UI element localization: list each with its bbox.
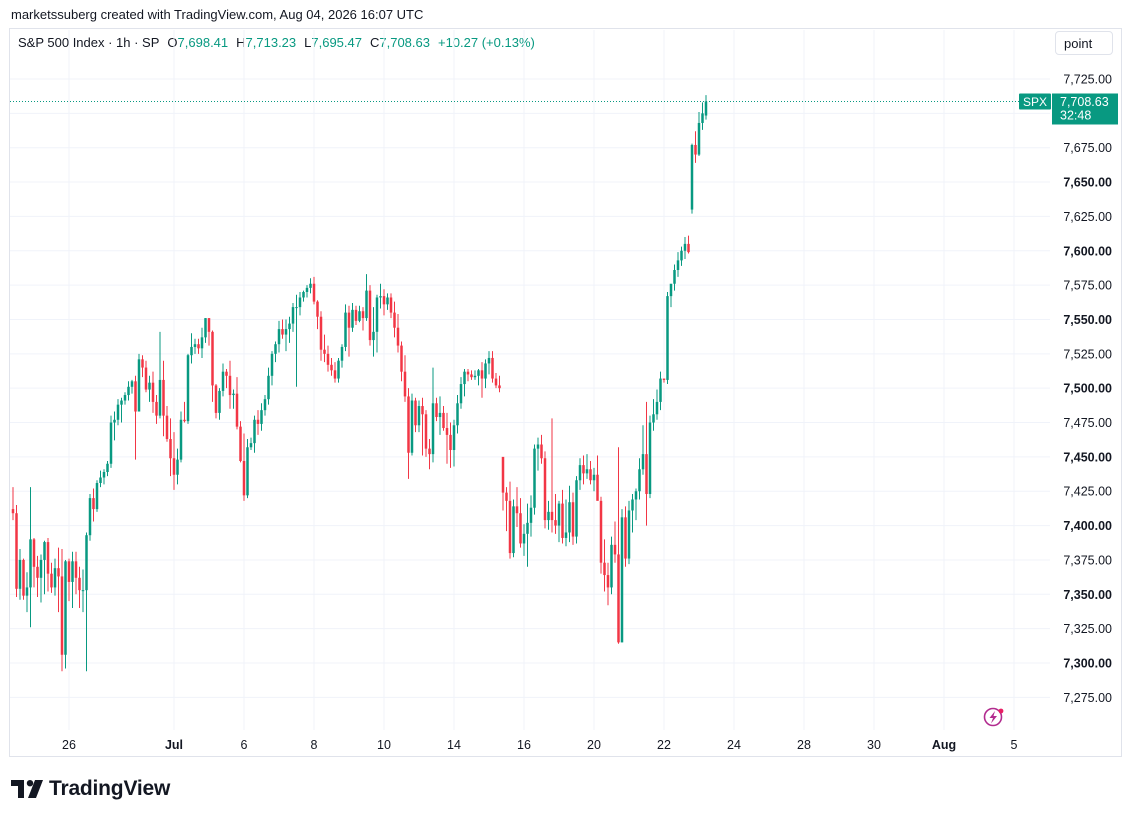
open-label: O <box>167 35 178 50</box>
low-label: L <box>304 35 312 50</box>
open-value: 7,698.41 <box>177 35 229 50</box>
high-value: 7,713.23 <box>245 35 297 50</box>
change-value: +10.27 (+0.13%) <box>437 35 535 50</box>
tradingview-brand[interactable]: TradingView <box>11 776 170 802</box>
ohlc-legend: S&P 500 Index · 1h · SP O7,698.41 H7,713.2… <box>18 35 535 50</box>
close-value: 7,708.63 <box>379 35 430 50</box>
price-unit-button[interactable]: point <box>1055 31 1113 55</box>
chart-frame[interactable] <box>9 28 1122 757</box>
chart-credit: marketssuberg created with TradingView.c… <box>11 7 424 22</box>
low-value: 7,695.47 <box>311 35 362 50</box>
high-label: H <box>236 35 246 50</box>
close-label: C <box>369 35 380 50</box>
brand-name: TradingView <box>49 777 171 800</box>
symbol-description[interactable]: S&P 500 Index · 1h · SP <box>18 35 160 50</box>
tradingview-logo-icon <box>11 780 43 798</box>
